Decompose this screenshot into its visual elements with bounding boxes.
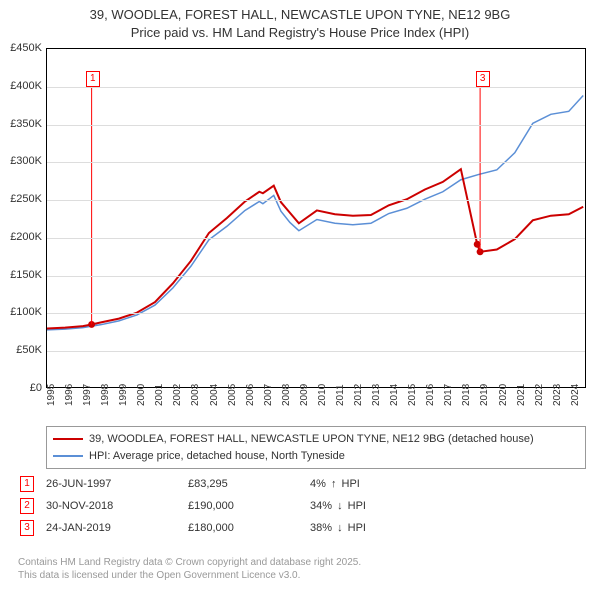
x-tick: 1995	[46, 384, 66, 406]
x-tick: 2021	[516, 384, 536, 406]
y-tick: £250K	[0, 193, 42, 205]
footnote-line1: Contains HM Land Registry data © Crown c…	[18, 556, 361, 569]
sale-marker: 1	[20, 476, 34, 492]
y-tick: £50K	[0, 344, 42, 356]
sale-price: £190,000	[188, 496, 308, 516]
x-tick: 2006	[245, 384, 265, 406]
y-tick: £300K	[0, 155, 42, 167]
sale-pct: 34% ↓ HPI	[310, 496, 390, 516]
y-tick: £150K	[0, 269, 42, 281]
y-tick: £450K	[0, 42, 42, 54]
y-tick: £0	[0, 382, 42, 394]
x-tick: 2007	[263, 384, 283, 406]
y-tick: £350K	[0, 118, 42, 130]
x-tick: 2005	[227, 384, 247, 406]
x-tick: 2003	[190, 384, 210, 406]
sale-marker: 2	[20, 498, 34, 514]
line-property	[47, 169, 583, 328]
footnote: Contains HM Land Registry data © Crown c…	[18, 556, 361, 582]
legend-swatch-hpi	[53, 455, 83, 457]
chart-title: 39, WOODLEA, FOREST HALL, NEWCASTLE UPON…	[0, 0, 600, 43]
sale-marker: 3	[20, 520, 34, 536]
sale-date: 26-JUN-1997	[46, 474, 186, 494]
y-tick: £100K	[0, 306, 42, 318]
x-tick: 2008	[281, 384, 301, 406]
x-tick: 2019	[479, 384, 499, 406]
x-tick: 2009	[299, 384, 319, 406]
x-tick: 2022	[534, 384, 554, 406]
y-tick: £400K	[0, 80, 42, 92]
x-tick: 2024	[570, 384, 590, 406]
chart-svg	[47, 49, 585, 387]
sale-price: £180,000	[188, 518, 308, 538]
legend-row-hpi: HPI: Average price, detached house, Nort…	[53, 448, 579, 465]
sale-price: £83,295	[188, 474, 308, 494]
marker-box-1: 1	[86, 71, 100, 87]
x-tick: 2023	[552, 384, 572, 406]
legend: 39, WOODLEA, FOREST HALL, NEWCASTLE UPON…	[46, 426, 586, 469]
legend-row-property: 39, WOODLEA, FOREST HALL, NEWCASTLE UPON…	[53, 431, 579, 448]
sale-row: 2 30-NOV-2018£190,00034% ↓ HPI	[20, 496, 390, 516]
title-line2: Price paid vs. HM Land Registry's House …	[10, 24, 590, 42]
sale-pct: 38% ↓ HPI	[310, 518, 390, 538]
sale-row: 1 26-JUN-1997£83,2954% ↑ HPI	[20, 474, 390, 494]
plot-area: 13	[46, 48, 586, 388]
y-tick: £200K	[0, 231, 42, 243]
legend-swatch-property	[53, 438, 83, 440]
sale-date: 30-NOV-2018	[46, 496, 186, 516]
sale-row: 3 24-JAN-2019£180,00038% ↓ HPI	[20, 518, 390, 538]
title-line1: 39, WOODLEA, FOREST HALL, NEWCASTLE UPON…	[10, 6, 590, 24]
x-tick: 2020	[498, 384, 518, 406]
sale-pct: 4% ↑ HPI	[310, 474, 390, 494]
x-tick: 2004	[209, 384, 229, 406]
legend-label-property: 39, WOODLEA, FOREST HALL, NEWCASTLE UPON…	[89, 431, 534, 448]
chart-area: 13 £0£50K£100K£150K£200K£250K£300K£350K£…	[0, 48, 600, 418]
sale-date: 24-JAN-2019	[46, 518, 186, 538]
sales-table: 1 26-JUN-1997£83,2954% ↑ HPI 2 30-NOV-2018£…	[18, 472, 392, 540]
x-tick: 2011	[335, 384, 355, 406]
marker-box-3: 3	[476, 71, 490, 87]
footnote-line2: This data is licensed under the Open Gov…	[18, 569, 361, 582]
x-tick: 2010	[317, 384, 337, 406]
legend-label-hpi: HPI: Average price, detached house, Nort…	[89, 448, 345, 465]
